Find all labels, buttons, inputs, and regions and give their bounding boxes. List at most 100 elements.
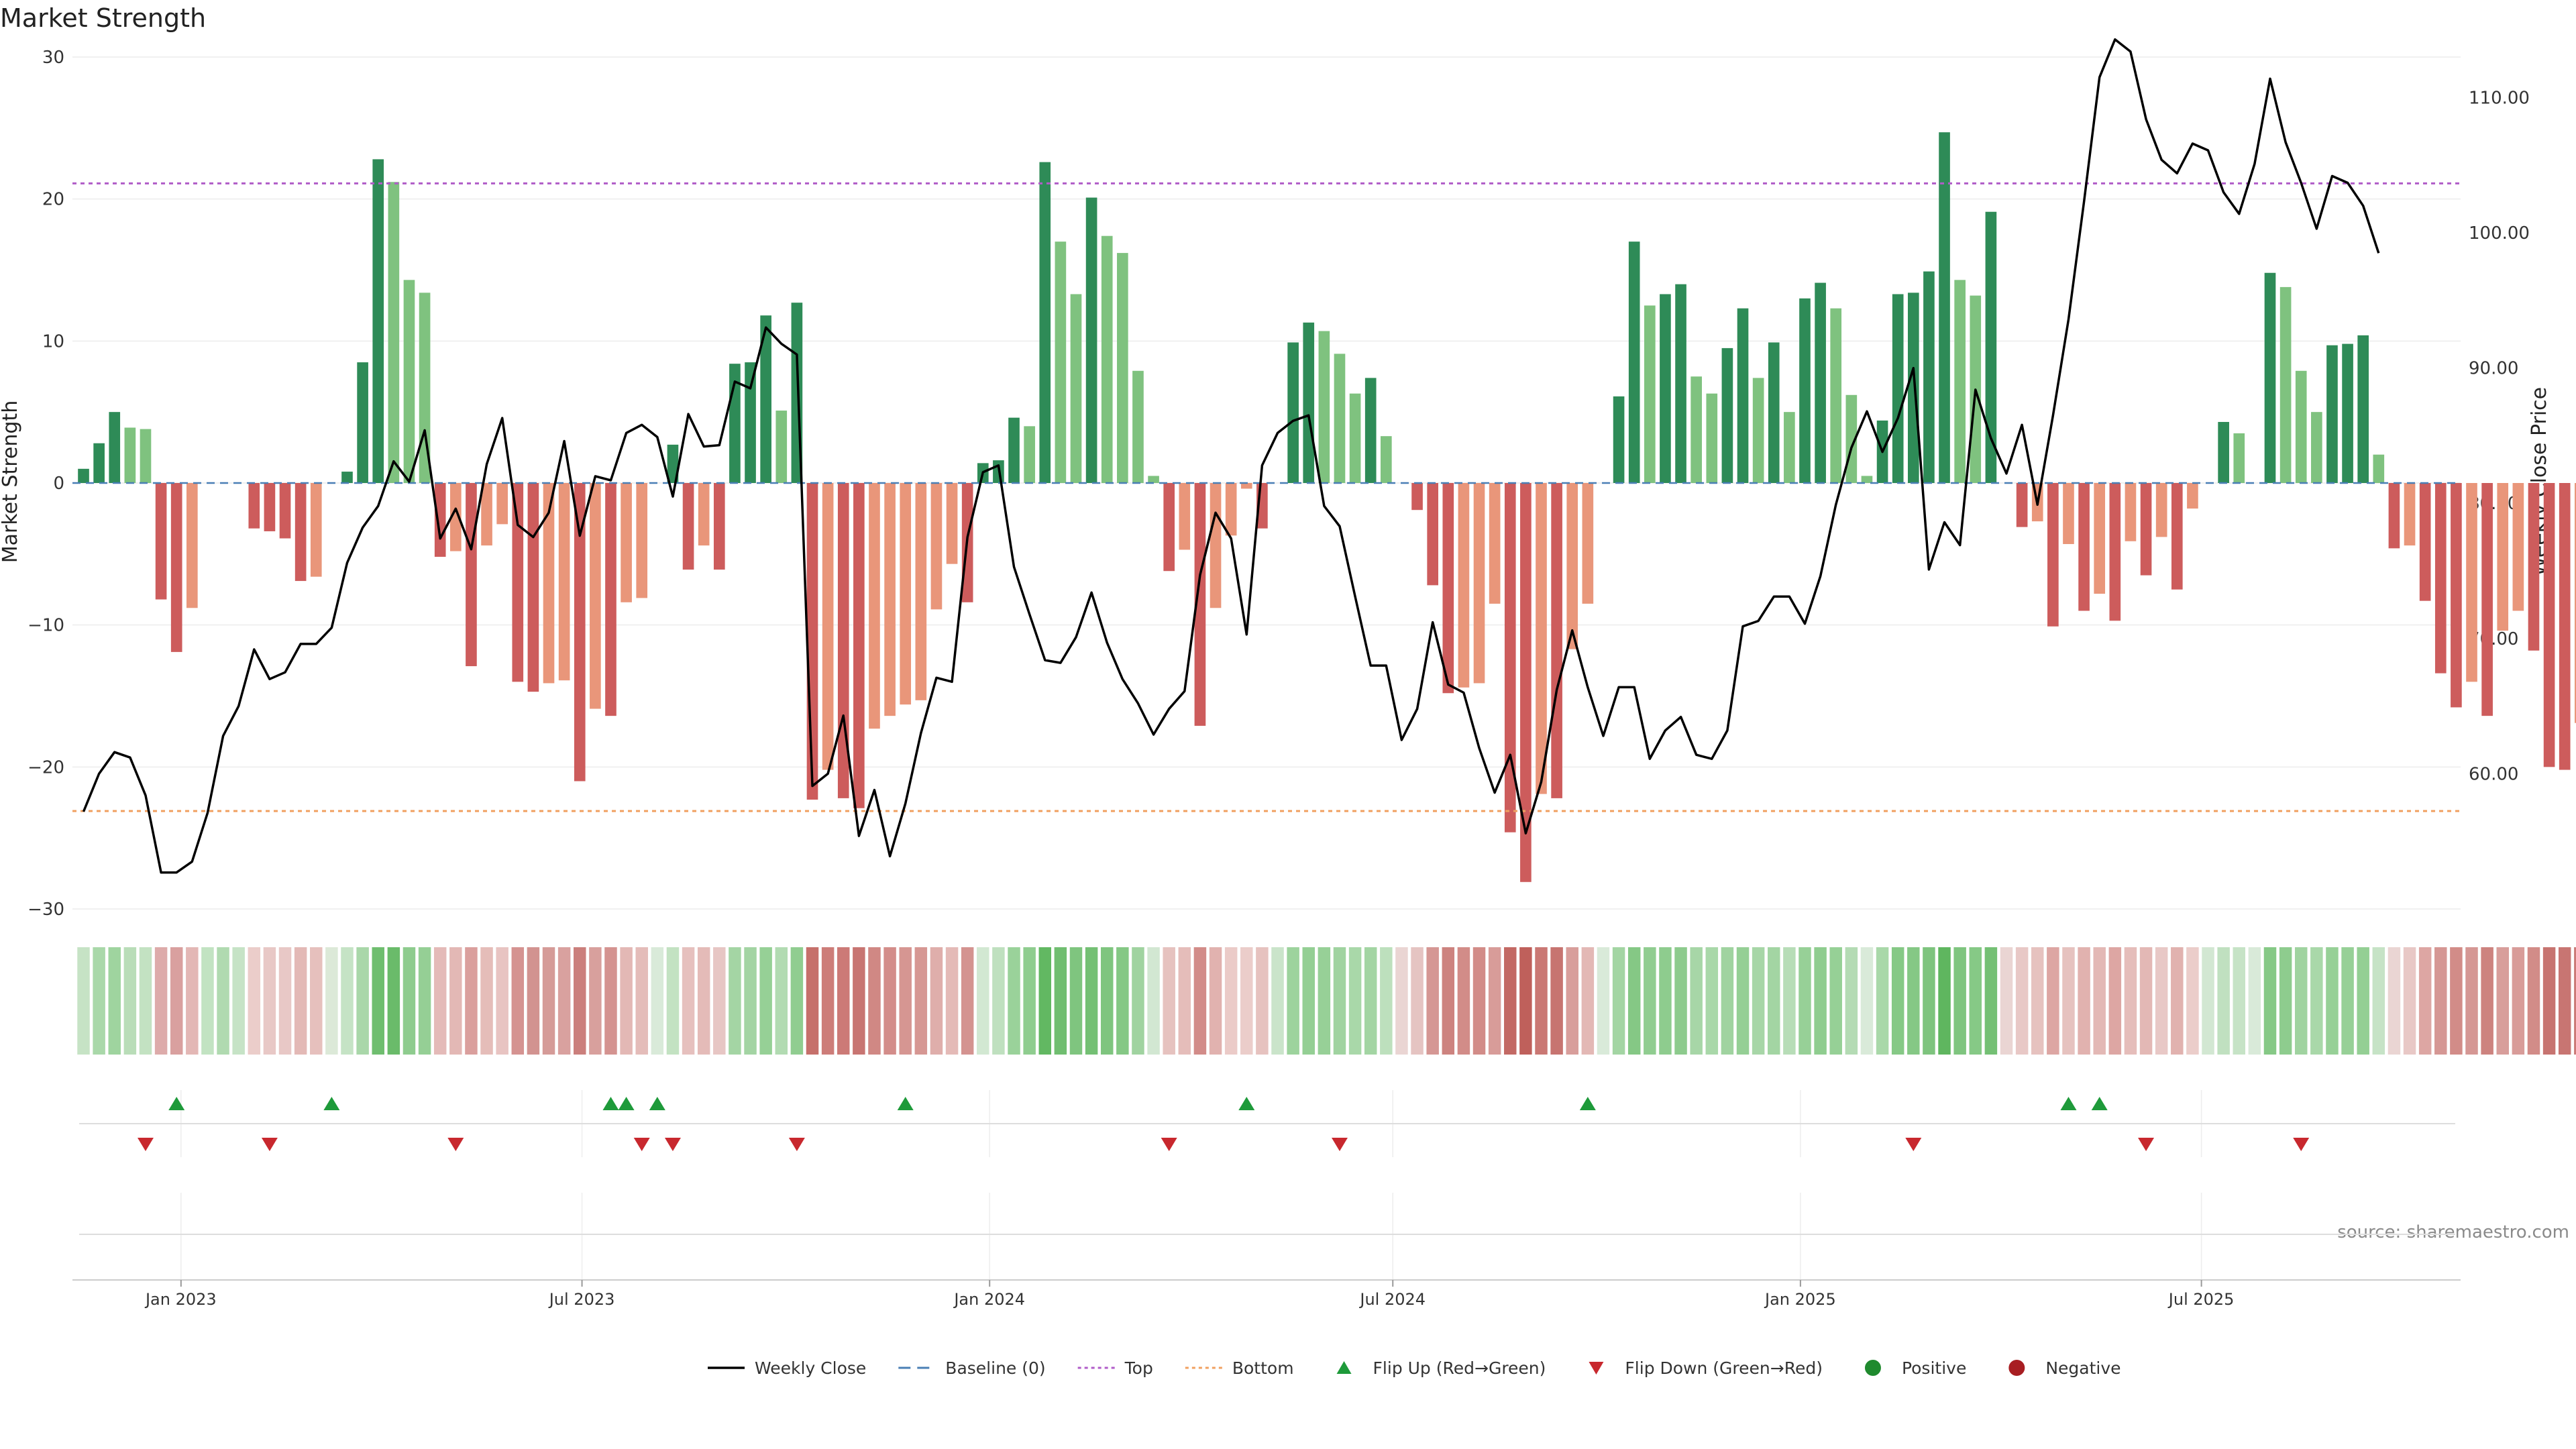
regime-cell [2341, 947, 2354, 1055]
strength-bar [1644, 305, 1656, 483]
regime-cell [1597, 947, 1610, 1055]
strength-bar [2171, 483, 2183, 590]
strength-bar [2125, 483, 2137, 541]
regime-cell [1426, 947, 1439, 1055]
strength-bar [1784, 412, 1795, 483]
regime-cell [775, 947, 788, 1055]
strength-bar [1551, 483, 1562, 798]
strength-bar [621, 483, 632, 602]
x-tick-label: Jan 2024 [953, 1290, 1025, 1309]
strength-bar [636, 483, 648, 598]
strength-bar [2342, 343, 2353, 483]
regime-cell [853, 947, 865, 1055]
strength-bar [2357, 335, 2369, 483]
regime-cell [1644, 947, 1656, 1055]
strength-bar [1334, 354, 1346, 483]
strength-bar [1085, 197, 1097, 483]
regime-cell [2465, 947, 2478, 1055]
flip-up-marker [897, 1097, 914, 1110]
y-tick-label: −10 [28, 616, 64, 636]
regime-cell [232, 947, 245, 1055]
regime-cell [1504, 947, 1517, 1055]
legend-item: Flip Down (Green→Red) [1589, 1358, 1823, 1378]
regime-cell [1736, 947, 1750, 1055]
regime-cell [1891, 947, 1904, 1055]
strength-bar [434, 483, 446, 557]
regime-cell [899, 947, 912, 1055]
regime-cell [868, 947, 881, 1055]
regime-cell [2527, 947, 2540, 1055]
regime-cell [1240, 947, 1253, 1055]
strength-bar [1768, 342, 1780, 483]
regime-cell [729, 947, 741, 1055]
strength-bar [466, 483, 477, 667]
strength-bar [837, 483, 849, 798]
regime-cell [2279, 947, 2292, 1055]
regime-cell [977, 947, 989, 1055]
regime-cell [961, 947, 974, 1055]
legend-label: Top [1124, 1358, 1153, 1378]
strength-bar [1101, 235, 1113, 483]
strength-bar [2279, 286, 2292, 483]
regime-cell [651, 947, 664, 1055]
flip-down-marker [2293, 1138, 2310, 1151]
x-tick-label: Jul 2023 [548, 1290, 615, 1309]
regime-cell [465, 947, 478, 1055]
strength-bar [496, 483, 508, 525]
regime-cell [1302, 947, 1315, 1055]
y-tick-label: 0 [53, 474, 64, 494]
regime-cell [2217, 947, 2230, 1055]
strength-bar [78, 468, 89, 483]
regime-cell [1627, 947, 1641, 1055]
regime-cell [1984, 947, 1998, 1055]
y-axis-ticks: 30 20 10 0 −10 −20 −30 [28, 48, 64, 920]
strength-bar [775, 411, 788, 483]
strength-bar [2094, 483, 2106, 594]
regime-cell [2418, 947, 2432, 1055]
regime-cell [480, 947, 493, 1055]
regime-cell [387, 947, 400, 1055]
legend-label: Flip Up (Red→Green) [1373, 1358, 1546, 1378]
legend-item: Bottom [1185, 1358, 1294, 1378]
regime-cell [2372, 947, 2385, 1055]
regime-cell [759, 947, 772, 1055]
regime-cell [2015, 947, 2029, 1055]
regime-cell [1224, 947, 1238, 1055]
strength-bar [543, 483, 555, 684]
regime-cell [2357, 947, 2369, 1055]
regime-cell [713, 947, 726, 1055]
flip-up-marker [649, 1097, 665, 1110]
strength-bar [1132, 370, 1144, 483]
legend-swatch [1864, 1360, 1881, 1376]
flip-up-marker [168, 1097, 185, 1110]
regime-cell [1519, 947, 1532, 1055]
regime-cell [511, 947, 525, 1055]
regime-cell [1442, 947, 1455, 1055]
regime-cell [2263, 947, 2277, 1055]
regime-cell [2496, 947, 2509, 1055]
regime-cell [1783, 947, 1796, 1055]
regime-cell [635, 947, 648, 1055]
strength-bar [403, 280, 415, 483]
strength-bar [2078, 483, 2090, 611]
strength-bar [1194, 483, 1206, 726]
strength-bar [1039, 162, 1051, 483]
strength-bar [1566, 483, 1578, 649]
strength-bar [1613, 396, 1625, 483]
regime-cell [372, 947, 384, 1055]
regime-cell [278, 947, 292, 1055]
y-tick-label: −30 [28, 900, 64, 920]
regime-cell [1659, 947, 1672, 1055]
flip-down-marker [2138, 1138, 2155, 1151]
regime-cell [1364, 947, 1377, 1055]
regime-cell [1535, 947, 1548, 1055]
y-tick-label: 10 [42, 331, 64, 352]
strength-bar [1179, 483, 1191, 550]
regime-cell [1100, 947, 1114, 1055]
strength-bar [170, 483, 182, 652]
strength-bar [698, 483, 710, 546]
flip-down-marker [633, 1138, 650, 1151]
regime-cell [1023, 947, 1036, 1055]
strength-bar [124, 427, 136, 483]
